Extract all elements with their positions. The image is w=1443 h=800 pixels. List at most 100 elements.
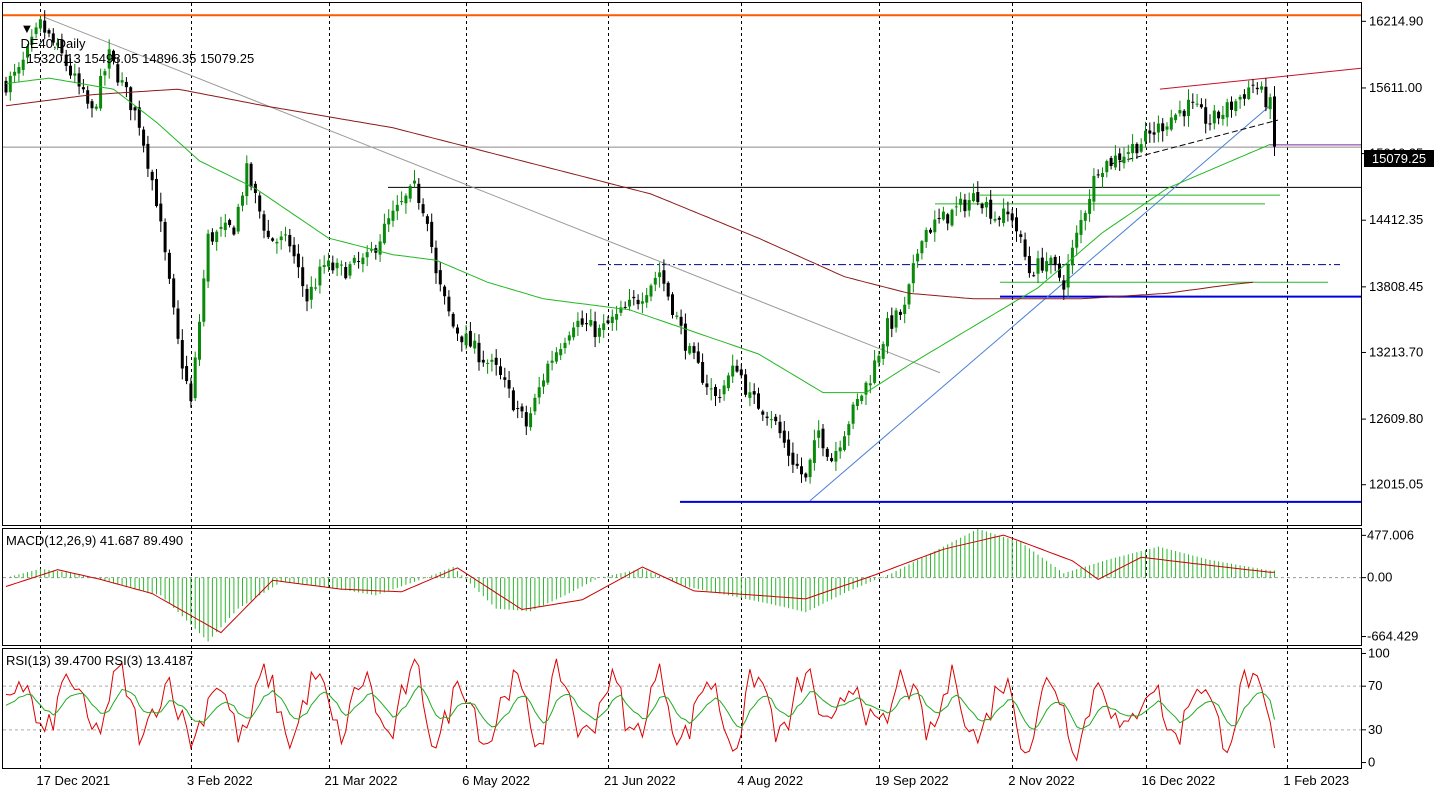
candle-body <box>602 323 606 331</box>
candle-body <box>1101 173 1104 178</box>
candle-body <box>911 263 915 284</box>
candle-body <box>1006 211 1010 215</box>
candle-body <box>365 252 369 258</box>
candle-body <box>167 252 171 279</box>
candle-body <box>567 335 571 341</box>
candle-body <box>873 360 877 383</box>
x-tick-label: 19 Sep 2022 <box>875 773 949 788</box>
candle-body <box>941 211 945 220</box>
candle-body <box>984 201 988 208</box>
candle-body <box>718 397 722 399</box>
candle-body <box>155 178 158 207</box>
candle-body <box>129 87 133 111</box>
macd-tick-label: 477.006 <box>1367 527 1414 542</box>
candle-body <box>933 219 937 233</box>
candle-body <box>782 430 786 443</box>
chart-header[interactable]: ▼ DE40,Daily 15320.13 15498.05 14896.35 … <box>6 6 254 81</box>
rsi-fast-line <box>5 658 1275 762</box>
candle-body <box>47 30 51 34</box>
downtrend-line <box>44 16 941 374</box>
candle-body <box>1092 175 1096 202</box>
candle-body <box>176 308 180 339</box>
candle-body <box>266 230 270 238</box>
candle-body <box>1131 144 1135 154</box>
x-tick-label: 2 Nov 2022 <box>1008 773 1074 788</box>
candle-body <box>103 71 107 76</box>
candle-body <box>1255 87 1259 90</box>
candle-body <box>477 342 481 363</box>
channel-line <box>1109 119 1279 165</box>
candle-body <box>236 206 240 232</box>
candle-body <box>1165 126 1169 130</box>
uptrend-line <box>809 105 1271 502</box>
rsi-label: RSI(13) 39.4700 RSI(3) 13.4187 <box>6 653 194 668</box>
candle-body <box>640 301 644 304</box>
candle-body <box>843 436 846 450</box>
x-tick-label: 21 Mar 2022 <box>325 773 398 788</box>
candle-body <box>1260 86 1264 90</box>
candle-body <box>1178 110 1182 114</box>
candle-body <box>339 264 343 266</box>
candle-body <box>804 473 808 478</box>
candle-body <box>1088 198 1092 214</box>
candle-body <box>976 192 980 203</box>
candle-body <box>752 391 756 395</box>
candle-body <box>1174 114 1178 121</box>
candle-body <box>1002 208 1006 223</box>
candle-body <box>726 375 730 389</box>
x-tick-label: 6 May 2022 <box>462 773 530 788</box>
candle-body <box>1109 158 1113 166</box>
candle-body <box>623 306 627 308</box>
candle-body <box>421 204 425 214</box>
rsi-indicator <box>3 658 1361 762</box>
candle-body <box>838 447 842 452</box>
candle-body <box>954 206 958 208</box>
candle-body <box>232 227 236 235</box>
candle-body <box>1010 213 1014 221</box>
candle-body <box>120 80 124 83</box>
candle-body <box>795 463 799 466</box>
candle-body <box>284 234 287 236</box>
rsi-slow-line <box>5 685 1275 730</box>
candle-body <box>1135 143 1139 154</box>
candle-body <box>679 316 683 326</box>
candle-body <box>228 220 232 225</box>
candle-body <box>357 261 361 263</box>
channel-line <box>1159 67 1362 90</box>
candle-body <box>408 185 412 199</box>
candle-body <box>907 284 911 305</box>
candle-body <box>90 101 94 109</box>
candle-body <box>241 195 244 206</box>
candle-body <box>503 377 507 380</box>
candle-body <box>516 408 520 410</box>
candle-body <box>473 340 477 349</box>
candle-body <box>34 27 38 34</box>
candle-body <box>937 217 941 219</box>
candle-body <box>757 393 760 409</box>
candle-body <box>1169 117 1173 130</box>
candle-body <box>1053 256 1057 266</box>
candle-body <box>146 143 150 169</box>
candle-body <box>271 238 275 241</box>
candle-body <box>56 42 60 46</box>
candle-body <box>159 203 163 222</box>
last-price-box: 15079.25 <box>1364 150 1434 167</box>
candle-body <box>296 253 300 268</box>
symbol-dropdown-icon[interactable]: ▼ <box>20 21 34 36</box>
candle-body <box>1079 219 1083 235</box>
candle-body <box>855 398 859 406</box>
macd-label: MACD(12,26,9) 41.687 89.490 <box>6 533 184 548</box>
level-lines <box>3 14 1362 503</box>
candle-body <box>443 286 447 297</box>
candle-body <box>262 214 266 231</box>
candle-body <box>1066 264 1070 288</box>
symbol-timeframe: DE40,Daily <box>20 36 86 51</box>
candle-body <box>821 428 825 449</box>
candle-body <box>464 333 468 346</box>
candle-body <box>451 313 455 327</box>
candle-body <box>649 285 653 297</box>
candle-body <box>714 386 717 397</box>
candlestick-series <box>4 10 1276 484</box>
candle-body <box>172 278 176 308</box>
